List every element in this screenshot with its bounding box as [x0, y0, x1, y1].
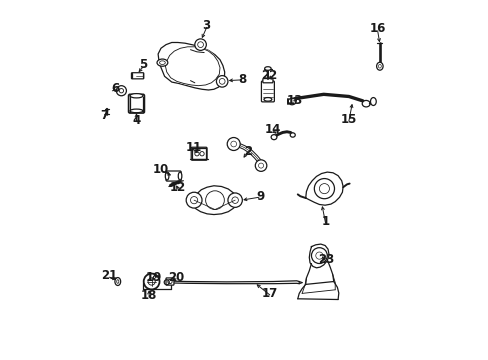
Polygon shape: [158, 42, 224, 90]
Ellipse shape: [376, 62, 382, 70]
Circle shape: [205, 191, 224, 210]
Ellipse shape: [157, 59, 167, 66]
Ellipse shape: [178, 172, 182, 180]
Ellipse shape: [130, 94, 142, 98]
Ellipse shape: [115, 278, 121, 285]
Text: 21: 21: [101, 269, 118, 282]
Text: 1: 1: [321, 215, 329, 228]
Text: 15: 15: [340, 113, 356, 126]
Ellipse shape: [264, 98, 271, 101]
Text: 22: 22: [261, 69, 277, 82]
Circle shape: [311, 248, 326, 264]
FancyBboxPatch shape: [191, 147, 206, 160]
Text: 12: 12: [169, 181, 185, 194]
Text: 14: 14: [264, 123, 281, 136]
Text: 13: 13: [286, 94, 303, 107]
Ellipse shape: [287, 98, 295, 105]
Polygon shape: [165, 47, 220, 86]
Ellipse shape: [165, 172, 168, 180]
Ellipse shape: [289, 133, 295, 137]
Circle shape: [186, 192, 202, 208]
Ellipse shape: [362, 100, 369, 107]
Text: 19: 19: [145, 271, 162, 284]
Text: 2: 2: [244, 145, 252, 158]
Ellipse shape: [270, 135, 276, 140]
Circle shape: [255, 160, 266, 171]
Ellipse shape: [130, 109, 142, 113]
Circle shape: [227, 193, 242, 207]
Text: 9: 9: [256, 190, 264, 203]
Circle shape: [194, 39, 206, 50]
Circle shape: [227, 138, 240, 150]
Circle shape: [314, 179, 334, 199]
FancyBboxPatch shape: [128, 94, 144, 113]
Ellipse shape: [370, 98, 375, 105]
FancyBboxPatch shape: [261, 81, 274, 102]
Text: 3: 3: [202, 19, 210, 32]
FancyBboxPatch shape: [166, 171, 181, 181]
FancyBboxPatch shape: [166, 278, 174, 285]
Polygon shape: [192, 148, 205, 159]
Ellipse shape: [264, 67, 270, 70]
Text: 20: 20: [168, 271, 184, 284]
Text: 17: 17: [261, 287, 277, 300]
Text: 5: 5: [139, 58, 147, 71]
Circle shape: [216, 76, 227, 87]
Polygon shape: [305, 172, 343, 205]
FancyBboxPatch shape: [131, 73, 143, 79]
Text: 11: 11: [185, 141, 201, 154]
Text: 16: 16: [369, 22, 385, 35]
Circle shape: [143, 274, 159, 289]
FancyBboxPatch shape: [263, 78, 272, 83]
Text: 4: 4: [132, 114, 141, 127]
Polygon shape: [171, 281, 299, 284]
Polygon shape: [192, 186, 237, 215]
Text: 23: 23: [318, 253, 334, 266]
Text: 6: 6: [111, 82, 119, 95]
Text: 8: 8: [238, 73, 246, 86]
Polygon shape: [309, 244, 328, 268]
Text: 10: 10: [153, 163, 169, 176]
Circle shape: [116, 86, 126, 96]
Text: 7: 7: [100, 109, 108, 122]
Text: 18: 18: [141, 289, 157, 302]
